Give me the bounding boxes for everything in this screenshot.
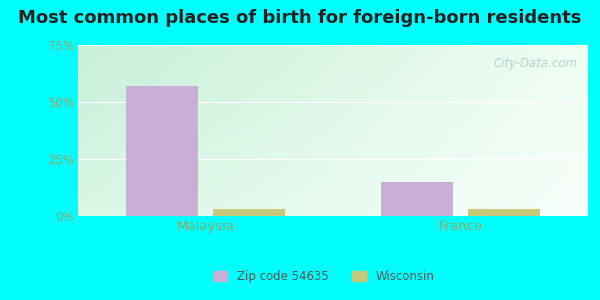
Legend: Zip code 54635, Wisconsin: Zip code 54635, Wisconsin <box>209 266 439 288</box>
Bar <box>127 86 198 216</box>
Bar <box>468 209 539 216</box>
Text: City-Data.com: City-Data.com <box>494 57 578 70</box>
Bar <box>382 182 453 216</box>
Text: Most common places of birth for foreign-born residents: Most common places of birth for foreign-… <box>19 9 581 27</box>
Bar <box>213 209 284 216</box>
